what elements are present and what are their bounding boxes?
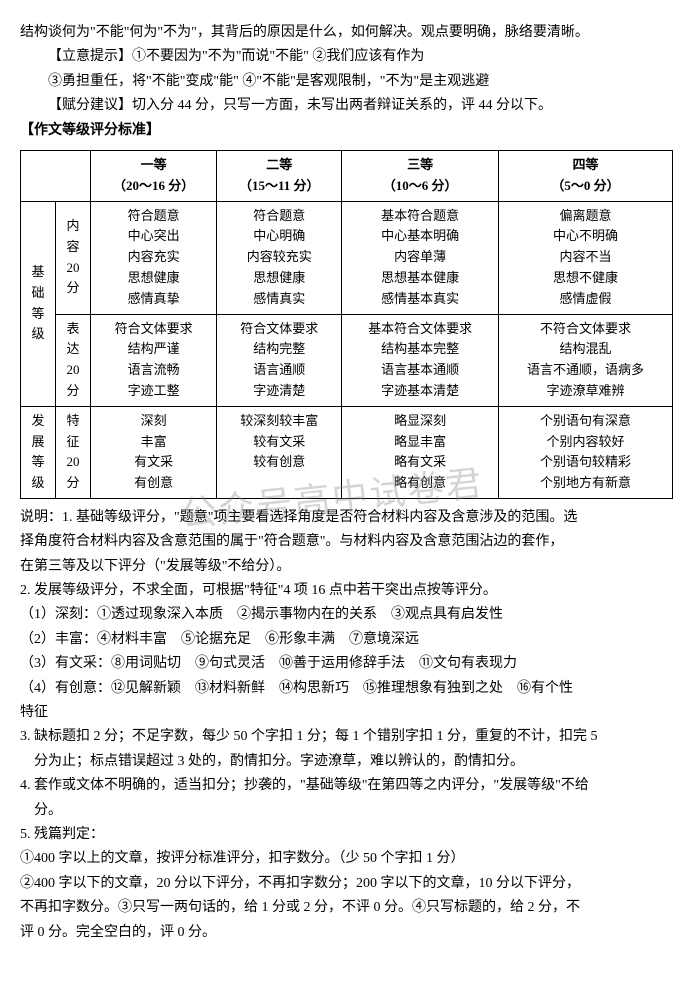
col-head-3: 三等 （10～6 分） [342,150,499,201]
row-group-base: 基础等级 [21,201,56,406]
row-group-dev: 发展等级 [21,406,56,498]
note-1a: 说明：1. 基础等级评分，"题意"项主要看选择角度是否符合材料内容及含意涉及的范… [20,507,673,529]
cell-r2c2: 符合文体要求 结构完整 语言通顺 字迹清楚 [217,314,342,406]
cell-r2c4: 不符合文体要求 结构混乱 语言不通顺，语病多 字迹潦草难辨 [498,314,672,406]
cell-r2c3: 基本符合文体要求 结构基本完整 语言基本通顺 字迹基本清楚 [342,314,499,406]
cell-r1c1: 符合题意 中心突出 内容充实 思想健康 感情真挚 [91,201,217,314]
rubric-table: 一等 （20～16 分） 二等 （15～11 分） 三等 （10～6 分） 四等… [20,150,673,499]
cell-r3c1: 深刻 丰富 有文采 有创意 [91,406,217,498]
intro-line1: 结构谈何为"不能"何为"不为"，其背后的原因是什么，如何解决。观点要明确，脉络要… [20,22,673,44]
score-text: 切入分 44 分，只写一方面，未写出两者辩证关系的，评 44 分以下。 [132,98,552,113]
cell-r1c4: 偏离题意 中心不明确 内容不当 思想不健康 感情虚假 [498,201,672,314]
note-2-4a: （4）有创意：⑫见解新颖 ⑬材料新鲜 ⑭构思新巧 ⑮推理想象有独到之处 ⑯有个性 [20,678,673,700]
note-3b: 分为止；标点错误超过 3 处的，酌情扣分。字迹潦草，难以辨认的，酌情扣分。 [20,751,673,773]
table-row: 发展等级 特征20分 深刻 丰富 有文采 有创意 较深刻较丰富 较有文采 较有创… [21,406,673,498]
cell-r1c3: 基本符合题意 中心基本明确 内容单薄 思想基本健康 感情基本真实 [342,201,499,314]
note-5-2c: 评 0 分。完全空白的，评 0 分。 [20,922,673,944]
note-2-4b: 特征 [20,702,673,724]
notes-section: 说明：1. 基础等级评分，"题意"项主要看选择角度是否符合材料内容及含意涉及的范… [20,507,673,944]
note-2-2: （2）丰富：④材料丰富 ⑤论据充足 ⑥形象丰满 ⑦意境深远 [20,629,673,651]
table-row: 表达20分 符合文体要求 结构严谨 语言流畅 字迹工整 符合文体要求 结构完整 … [21,314,673,406]
note-2-1: （1）深刻：①透过现象深入本质 ②揭示事物内在的关系 ③观点具有启发性 [20,604,673,626]
note-5-1: ①400 字以上的文章，按评分标准评分，扣字数分。（少 50 个字扣 1 分） [20,848,673,870]
col-head-4: 四等 （5～0 分） [498,150,672,201]
note-5: 5. 残篇判定： [20,824,673,846]
note-1c: 在第三等及以下评分（"发展等级"不给分）。 [20,556,673,578]
header-blank [21,150,91,201]
col-head-2: 二等 （15～11 分） [217,150,342,201]
note-4b: 分。 [20,800,673,822]
cell-r1c2: 符合题意 中心明确 内容较充实 思想健康 感情真实 [217,201,342,314]
hint-line2: ③勇担重任，将"不能"变成"能" ④"不能"是客观限制，"不为"是主观逃避 [20,71,673,93]
cell-r3c3: 略显深刻 略显丰富 略有文采 略有创意 [342,406,499,498]
score-label: 【赋分建议】 [48,98,132,113]
note-4a: 4. 套作或文体不明确的，适当扣分；抄袭的，"基础等级"在第四等之内评分，"发展… [20,775,673,797]
cell-r2c1: 符合文体要求 结构严谨 语言流畅 字迹工整 [91,314,217,406]
note-1b: 择角度符合材料内容及含意范围的属于"符合题意"。与材料内容及含意范围沾边的套作， [20,531,673,553]
col-head-1: 一等 （20～16 分） [91,150,217,201]
note-2: 2. 发展等级评分，不求全面，可根据"特征"4 项 16 点中若干突出点按等评分… [20,580,673,602]
hint1-text: ①不要因为"不为"而说"不能" ②我们应该有作为 [132,49,424,64]
hint-label: 【立意提示】 [48,49,132,64]
table-title: 【作文等级评分标准】 [20,120,673,142]
note-5-2b: 不再扣字数分。③只写一两句话的，给 1 分或 2 分，不评 0 分。④只写标题的… [20,897,673,919]
table-row: 基础等级 内容20分 符合题意 中心突出 内容充实 思想健康 感情真挚 符合题意… [21,201,673,314]
note-3a: 3. 缺标题扣 2 分；不足字数，每少 50 个字扣 1 分；每 1 个错别字扣… [20,726,673,748]
hint-line1: 【立意提示】①不要因为"不为"而说"不能" ②我们应该有作为 [20,46,673,68]
note-5-2a: ②400 字以下的文章，20 分以下评分，不再扣字数分；200 字以下的文章，1… [20,873,673,895]
row1-label: 内容20分 [56,201,91,314]
table-header-row: 一等 （20～16 分） 二等 （15～11 分） 三等 （10～6 分） 四等… [21,150,673,201]
note-2-3: （3）有文采：⑧用词贴切 ⑨句式灵活 ⑩善于运用修辞手法 ⑪文句有表现力 [20,653,673,675]
row2-label: 表达20分 [56,314,91,406]
score-line: 【赋分建议】切入分 44 分，只写一方面，未写出两者辩证关系的，评 44 分以下… [20,95,673,117]
cell-r3c4: 个别语句有深意 个别内容较好 个别语句较精彩 个别地方有新意 [498,406,672,498]
cell-r3c2: 较深刻较丰富 较有文采 较有创意 [217,406,342,498]
row3-label: 特征20分 [56,406,91,498]
